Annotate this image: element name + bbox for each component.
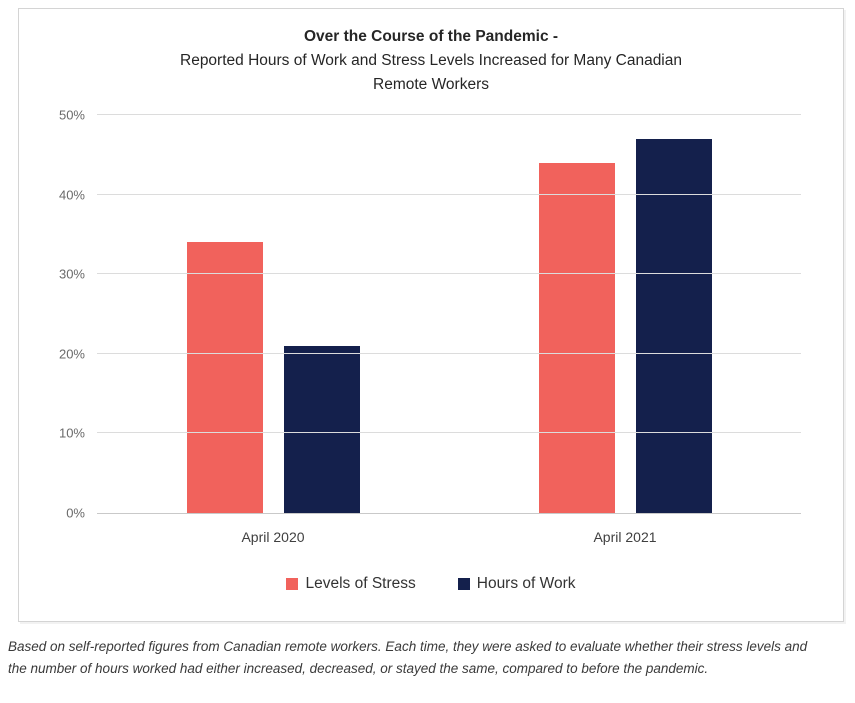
gridline-10	[97, 432, 801, 434]
x-category-label: April 2021	[593, 529, 657, 545]
y-tick-label: 30%	[58, 266, 85, 282]
y-tick-label: 50%	[58, 107, 85, 123]
y-axis: 0% 10% 20% 30% 40% 50%	[19, 108, 85, 521]
y-tick-label: 40%	[58, 187, 85, 203]
chart-card: Over the Course of the Pandemic - Report…	[18, 8, 844, 622]
legend-item-hours-of-work: Hours of Work	[457, 575, 576, 593]
chart-title: Over the Course of the Pandemic - Report…	[19, 25, 843, 97]
footnote: Based on self-reported figures from Cana…	[8, 639, 808, 676]
gridline-30	[97, 273, 801, 275]
gridline-40	[97, 193, 801, 195]
bar-group-april-2020	[97, 115, 449, 513]
plot-area	[97, 114, 801, 514]
x-axis-line	[97, 513, 801, 514]
bar-group-april-2021	[449, 115, 801, 513]
y-tick-label: 0%	[66, 505, 85, 521]
legend-swatch-icon	[457, 578, 470, 590]
bar-hours-of-work-april-2021	[635, 138, 712, 513]
y-tick-label: 20%	[58, 346, 85, 362]
chart-title-line1: Over the Course of the Pandemic -	[303, 28, 559, 45]
bar-levels-of-stress-april-2021	[538, 162, 615, 513]
x-category-label: April 2020	[241, 529, 305, 545]
bar-hours-of-work-april-2020	[283, 345, 360, 513]
bar-groups	[97, 115, 801, 513]
legend-label: Hours of Work	[476, 575, 576, 592]
y-tick-label: 10%	[58, 425, 85, 441]
legend-item-levels-of-stress: Levels of Stress	[286, 575, 416, 593]
gridline-20	[97, 352, 801, 354]
legend-swatch-icon	[286, 578, 299, 590]
bar-levels-of-stress-april-2020	[186, 242, 263, 513]
legend: Levels of Stress Hours of Work	[19, 575, 843, 593]
chart-title-line3: Remote Workers	[373, 76, 489, 94]
x-axis-labels: April 2020 April 2021	[97, 521, 801, 545]
gridline-50	[97, 114, 801, 115]
chart-title-line2: Reported Hours of Work and Stress Levels…	[180, 52, 682, 70]
legend-label: Levels of Stress	[305, 575, 416, 592]
